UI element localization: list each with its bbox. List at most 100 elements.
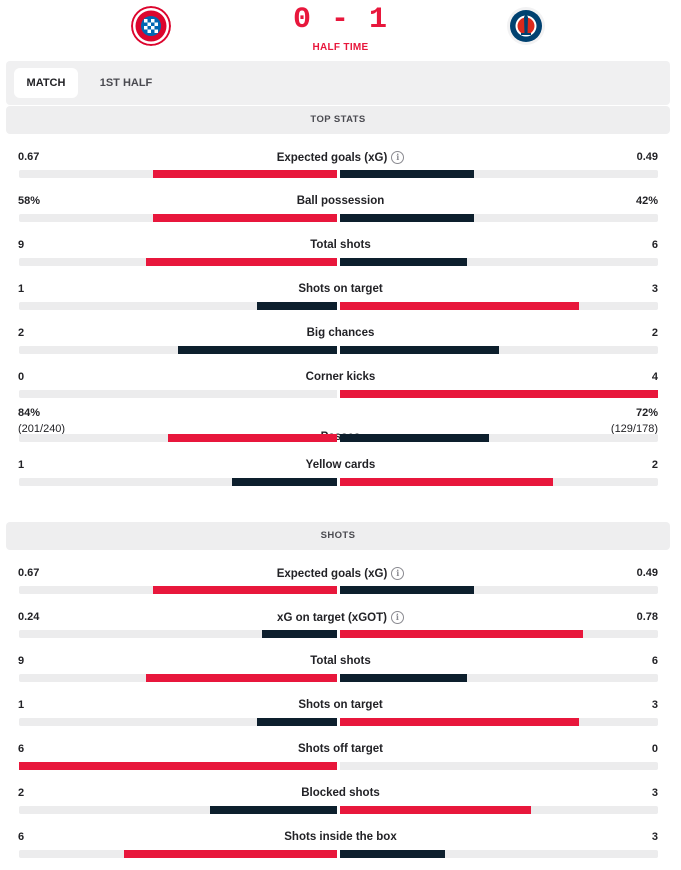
home-stat-bar-fill (146, 258, 337, 266)
stat-row: 84%72%(201/240)(129/178)Passes (0, 407, 681, 456)
stat-row: 0.24 0.78 xG on target (xGOT) i (0, 608, 681, 652)
home-stat-value: 0.67 (18, 567, 40, 579)
stat-label-text: Shots on target (298, 699, 383, 711)
home-stat-bar-fill (153, 586, 337, 594)
stat-label-text: Expected goals (xG) (276, 152, 388, 164)
home-stat-bar-fill (257, 302, 337, 310)
home-stat-bar-fill (19, 762, 337, 770)
away-stat-bar-track (340, 390, 658, 398)
home-stat-value: 6 (18, 743, 25, 755)
stat-label-text: Total shots (310, 239, 371, 251)
away-stat-bar-track (340, 214, 658, 222)
away-stat-bar-fill (340, 434, 489, 442)
away-stat-bar-fill (340, 302, 579, 310)
away-stat-value: 2 (651, 327, 658, 339)
period-tabs: MATCH 1ST HALF (6, 61, 670, 105)
home-stat-value: 2 (18, 787, 25, 799)
away-stat-bar-fill (340, 630, 583, 638)
away-stat-bar-fill (340, 674, 467, 682)
away-stat-bar-track (340, 630, 658, 638)
away-stat-value: 3 (651, 283, 658, 295)
stat-row: 6 3 Shots inside the box (0, 828, 681, 870)
stat-row: 58% 42% Ball possession (0, 192, 681, 236)
stat-label: Shots on target (0, 283, 681, 295)
match-score: 0 - 1 (292, 3, 388, 37)
away-stat-bar-fill (340, 258, 467, 266)
home-stat-bar-fill (153, 170, 337, 178)
home-stat-bar-track (19, 346, 337, 354)
match-status: HALF TIME (312, 42, 369, 53)
stat-label-text: Ball possession (296, 195, 385, 207)
away-stat-value: 4 (651, 371, 658, 383)
stat-row: 1 3 Shots on target (0, 696, 681, 740)
home-stat-value: 9 (18, 655, 25, 667)
away-stat-bar-fill (340, 478, 553, 486)
home-stat-bar-fill (178, 346, 337, 354)
psg-crest-icon[interactable] (506, 6, 546, 46)
section-header: SHOTS (6, 522, 670, 550)
info-icon[interactable]: i (390, 611, 404, 624)
away-stat-bar-track (340, 258, 658, 266)
info-icon[interactable]: i (391, 567, 405, 580)
home-stat-value: 84% (18, 407, 41, 419)
away-stat-bar-fill (340, 170, 474, 178)
stat-label: Ball possession (0, 195, 681, 207)
away-stat-value: 3 (651, 831, 658, 843)
away-stat-bar-track (340, 434, 658, 442)
away-stat-value: 6 (651, 655, 658, 667)
tab-1st-half[interactable]: 1ST HALF (99, 77, 153, 89)
away-stat-bar-fill (340, 390, 658, 398)
home-stat-bar-fill (153, 214, 337, 222)
stat-label-text: Shots on target (298, 283, 383, 295)
home-stat-value: 1 (18, 459, 25, 471)
stat-label: Shots on target (0, 699, 681, 711)
stat-row: 0.67 0.49 Expected goals (xG) i (0, 564, 681, 608)
stat-row: 0.67 0.49 Expected goals (xG) i (0, 148, 681, 192)
home-stat-bar-track (19, 762, 337, 770)
stat-label: Total shots (0, 239, 681, 251)
stat-label: Total shots (0, 655, 681, 667)
home-stat-value: 0 (18, 371, 25, 383)
away-stat-value: 6 (651, 239, 658, 251)
home-stat-bar-fill (257, 718, 337, 726)
home-stat-detail: (201/240) (18, 423, 66, 435)
stat-row: 2 3 Blocked shots (0, 784, 681, 828)
away-stat-bar-track (340, 586, 658, 594)
home-stat-value: 1 (18, 699, 25, 711)
stat-row: 1 3 Shots on target (0, 280, 681, 324)
stat-row: 6 0 Shots off target (0, 740, 681, 784)
stat-label-text: Blocked shots (301, 787, 380, 799)
away-stat-bar-track (340, 302, 658, 310)
away-stat-value: 42% (635, 195, 658, 207)
away-stat-bar-fill (340, 214, 474, 222)
home-stat-bar-track (19, 630, 337, 638)
stat-row: 9 6 Total shots (0, 652, 681, 696)
stat-label-text: Shots inside the box (284, 831, 397, 843)
home-stat-bar-fill (232, 478, 337, 486)
away-stat-bar-fill (340, 718, 579, 726)
home-stat-value: 1 (18, 283, 25, 295)
bayern-munich-crest-icon[interactable] (131, 6, 171, 46)
stat-label-text: xG on target (xGOT) (277, 612, 387, 624)
away-stat-value: 3 (651, 787, 658, 799)
stat-label-text: Expected goals (xG) (276, 568, 388, 580)
stat-label: Expected goals (xG) i (0, 151, 681, 164)
home-stat-value: 6 (18, 831, 25, 843)
stat-label-text: Yellow cards (305, 459, 376, 471)
stat-label-text: Total shots (310, 655, 371, 667)
away-stat-bar-track (340, 718, 658, 726)
home-stat-bar-track (19, 302, 337, 310)
home-stat-bar-track (19, 674, 337, 682)
home-stat-bar-fill (262, 630, 337, 638)
away-stat-detail: (129/178) (610, 423, 658, 435)
home-stat-bar-track (19, 586, 337, 594)
stat-label: Shots inside the box (0, 831, 681, 843)
match-header: 0 - 1 HALF TIME (0, 0, 681, 60)
tab-match[interactable]: MATCH (14, 68, 78, 98)
away-stat-bar-track (340, 762, 658, 770)
away-stat-value: 0.49 (636, 151, 658, 163)
home-stat-bar-track (19, 434, 337, 442)
away-stat-bar-fill (340, 850, 445, 858)
home-stat-bar-track (19, 170, 337, 178)
info-icon[interactable]: i (391, 151, 405, 164)
